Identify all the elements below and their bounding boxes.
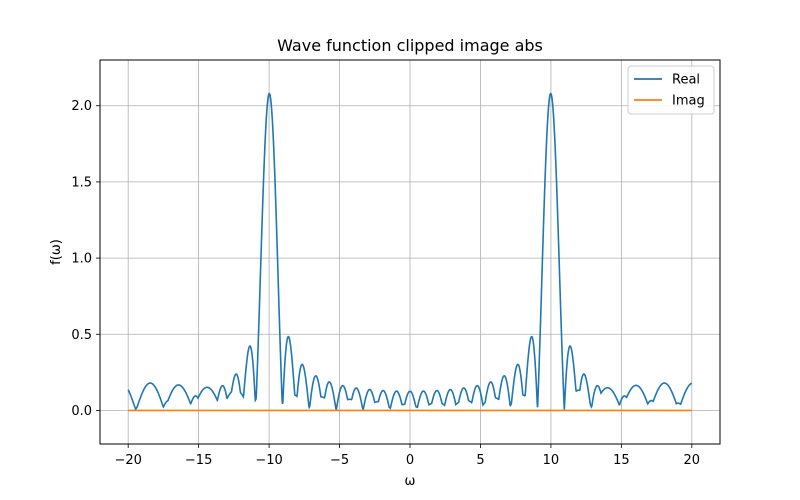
chart-title: Wave function clipped image abs xyxy=(277,36,543,55)
y-tick-label: 1.0 xyxy=(71,252,92,267)
x-tick-label: −15 xyxy=(185,453,212,468)
y-axis: 0.0 0.5 1.0 1.5 2.0 xyxy=(71,99,100,419)
x-tick-label: 15 xyxy=(613,453,630,468)
legend-label-imag: Imag xyxy=(672,94,705,109)
x-tick-label: 10 xyxy=(543,453,560,468)
legend: Real Imag xyxy=(627,65,715,115)
legend-box xyxy=(627,65,715,115)
x-tick-label: 20 xyxy=(684,453,701,468)
y-axis-label: f(ω) xyxy=(49,239,64,265)
legend-label-real: Real xyxy=(672,73,700,88)
x-tick-label: 0 xyxy=(406,453,414,468)
x-tick-label: −5 xyxy=(330,453,349,468)
y-tick-label: 1.5 xyxy=(71,175,92,190)
x-tick-label: −10 xyxy=(255,453,282,468)
y-tick-label: 2.0 xyxy=(71,99,92,114)
y-tick-label: 0.0 xyxy=(71,404,92,419)
x-tick-label: 5 xyxy=(476,453,484,468)
x-axis-label: ω xyxy=(405,474,416,489)
plot-area xyxy=(127,92,693,412)
x-axis: −20 −15 −10 −5 0 5 10 15 20 xyxy=(114,444,700,468)
x-tick-label: −20 xyxy=(114,453,141,468)
series-line-real xyxy=(127,92,693,412)
y-tick-label: 0.5 xyxy=(71,328,92,343)
